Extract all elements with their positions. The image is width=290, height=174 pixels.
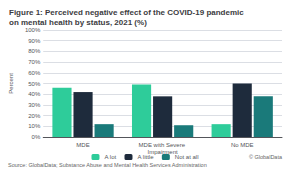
svg-text:0%: 0% [32,134,41,140]
svg-text:40%: 40% [28,91,41,97]
svg-text:on mental health by status, 20: on mental health by status, 2021 (%) [9,18,147,27]
svg-text:A lot: A lot [104,154,116,160]
svg-text:Not at all: Not at all [175,154,199,160]
svg-text:A little: A little [137,154,154,160]
svg-text:20%: 20% [28,113,41,119]
svg-text:30%: 30% [28,102,41,108]
svg-text:MDE: MDE [76,142,89,148]
svg-text:60%: 60% [28,70,41,76]
svg-text:MDE with Severe: MDE with Severe [139,142,187,148]
svg-text:90%: 90% [28,38,41,44]
svg-text:80%: 80% [28,48,41,54]
svg-text:No MDE: No MDE [231,142,254,148]
svg-text:Percent: Percent [8,73,14,94]
svg-text:Figure 1: Perceived negative e: Figure 1: Perceived negative effect of t… [9,8,246,17]
svg-text:© GlobalData: © GlobalData [249,154,283,160]
svg-text:50%: 50% [28,81,41,87]
svg-text:Impairment: Impairment [147,148,178,155]
svg-text:100%: 100% [25,27,41,33]
svg-text:10%: 10% [28,123,41,129]
svg-text:70%: 70% [28,59,41,65]
svg-text:Source: GlobalData; Substance: Source: GlobalData; Substance Abuse and … [8,162,207,168]
